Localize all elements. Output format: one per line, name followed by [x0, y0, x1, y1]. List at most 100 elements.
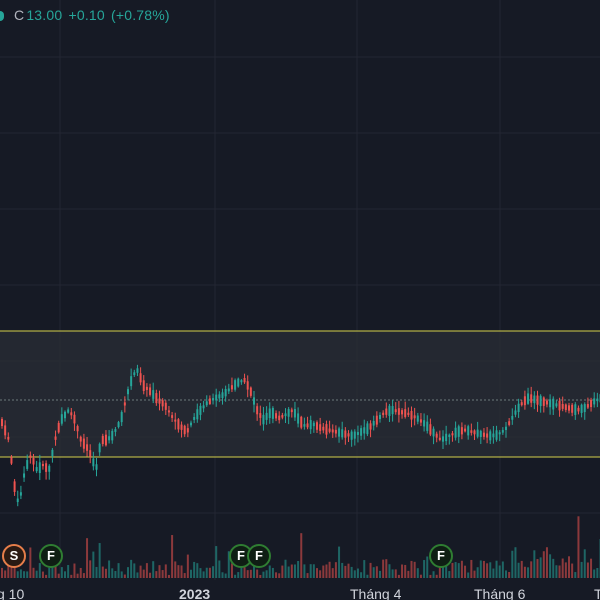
volume-bar [271, 567, 274, 578]
volume-bar [268, 565, 271, 578]
candle-body [218, 394, 221, 399]
split-event-marker[interactable]: S [2, 544, 26, 568]
candle-body [479, 430, 482, 438]
candle-body [328, 428, 331, 432]
financial-event-marker[interactable]: F [39, 544, 63, 568]
volume-bar [508, 572, 511, 578]
volume-bar [533, 550, 536, 578]
volume-bar [580, 561, 583, 578]
volume-bar [120, 571, 123, 578]
volume-bar [385, 559, 388, 578]
candle-body [571, 404, 574, 413]
financial-event-marker[interactable]: F [429, 544, 453, 568]
candle-body [293, 409, 296, 418]
candle-body [564, 404, 567, 410]
volume-bar [568, 556, 570, 578]
volume-bar [498, 565, 501, 578]
candle-body [404, 409, 407, 417]
candle-body [382, 412, 385, 415]
candle-body [243, 378, 246, 383]
candle-body [199, 405, 202, 415]
volume-bar [133, 563, 136, 578]
candle-body [123, 402, 126, 406]
volume-bar [593, 569, 596, 578]
candle-body [246, 381, 249, 390]
candle-body [10, 457, 13, 464]
volume-bar [328, 561, 331, 578]
volume-bar [536, 559, 539, 578]
candle-body [145, 386, 148, 390]
candle-body [514, 410, 517, 415]
candle-body [498, 432, 501, 435]
candle-body [448, 434, 451, 437]
volume-bar [196, 563, 199, 578]
financial-event-marker[interactable]: F [247, 544, 271, 568]
volume-bar [234, 574, 237, 578]
candle-body [167, 410, 170, 413]
candle-body [341, 429, 344, 438]
candle-body [234, 380, 237, 390]
candle-body [7, 436, 10, 440]
volume-bar [312, 564, 315, 578]
volume-bar [460, 560, 463, 578]
candle-body [13, 481, 16, 492]
volume-bar [356, 568, 359, 578]
volume-bar [73, 563, 76, 578]
candle-body [432, 428, 435, 437]
volume-bar [161, 570, 164, 578]
volume-bar [382, 559, 385, 578]
volume-bar [445, 559, 448, 578]
volume-bar [167, 574, 170, 578]
candle-body [372, 420, 375, 426]
volume-bar [426, 556, 429, 578]
candle-body [574, 404, 577, 415]
volume-bar [366, 574, 369, 578]
candle-body [180, 424, 183, 430]
candle-body [149, 387, 152, 395]
candle-body [240, 380, 243, 383]
range-box[interactable] [0, 330, 600, 458]
candle-body [284, 413, 287, 417]
candle-body [344, 430, 347, 438]
candle-body [426, 421, 429, 431]
candle-body [262, 414, 265, 425]
candle-body [460, 427, 463, 435]
volume-bar [60, 567, 63, 578]
candle-body [568, 405, 570, 411]
candle-body [142, 380, 145, 391]
candle-body [67, 409, 70, 413]
candle-body [290, 409, 293, 413]
volume-bar [523, 566, 526, 578]
volume-bar [344, 565, 347, 578]
volume-bar [306, 573, 309, 578]
ohlc-legend: C 13.00 +0.10 (+0.78%) [0, 7, 172, 23]
time-axis-label: Tháng 6 [474, 586, 526, 600]
volume-bar [375, 566, 378, 578]
volume-bar [549, 554, 552, 578]
candle-body [353, 431, 356, 439]
candle-body [161, 400, 164, 407]
candle-body [319, 424, 322, 431]
candle-body [334, 429, 337, 434]
candle-body [1, 418, 3, 427]
candle-body [470, 430, 473, 433]
volume-bar [243, 567, 246, 578]
candle-body [95, 464, 98, 470]
candle-body [41, 463, 44, 467]
volume-bar [1, 567, 3, 578]
candle-body [511, 415, 514, 420]
candle-body [268, 408, 271, 419]
candle-body [120, 412, 123, 423]
candle-body [520, 402, 523, 406]
volume-bar [139, 565, 142, 578]
candle-body [259, 413, 262, 418]
volume-bar [432, 571, 435, 578]
candle-body [590, 399, 593, 408]
candle-body [473, 430, 476, 435]
candle-body [19, 492, 22, 496]
candle-body [495, 430, 498, 440]
volume-bar [552, 558, 555, 578]
candle-body [309, 419, 312, 430]
